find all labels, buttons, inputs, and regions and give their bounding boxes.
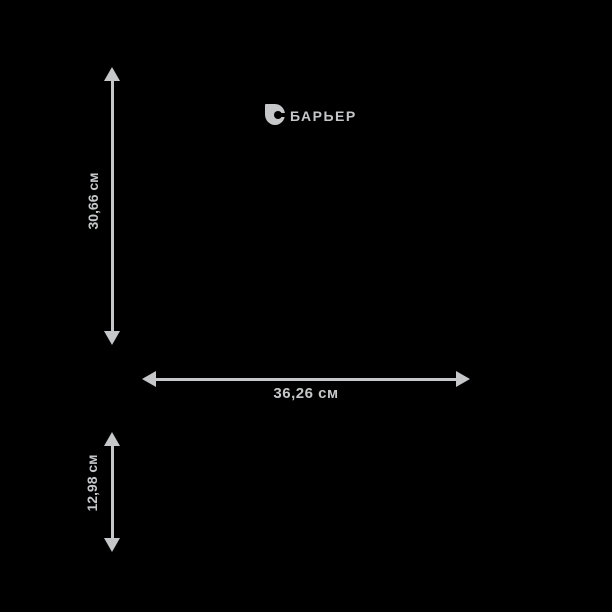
brand-logo: БАРЬЕР <box>265 104 357 125</box>
arrowhead-down-icon <box>104 331 120 345</box>
width-dimension-arrow <box>142 371 470 387</box>
arrowhead-right-icon <box>456 371 470 387</box>
height-dimension-arrow <box>104 67 120 345</box>
width-dimension-label: 36,26 см <box>273 385 339 402</box>
arrowhead-up-icon <box>104 432 120 446</box>
droplet-icon <box>265 104 285 125</box>
brand-logo-text: БАРЬЕР <box>290 107 357 124</box>
droplet-icon-hole <box>274 111 282 119</box>
depth-dimension-arrow <box>104 432 120 552</box>
arrowhead-down-icon <box>104 538 120 552</box>
arrowhead-left-icon <box>142 371 156 387</box>
droplet-icon-notch <box>281 113 285 117</box>
arrow-shaft <box>110 81 114 331</box>
depth-dimension-label: 12,98 см <box>84 454 100 512</box>
height-dimension-label: 30,66 см <box>85 172 101 230</box>
arrow-shaft <box>156 377 456 381</box>
arrowhead-up-icon <box>104 67 120 81</box>
arrow-shaft <box>110 446 114 538</box>
